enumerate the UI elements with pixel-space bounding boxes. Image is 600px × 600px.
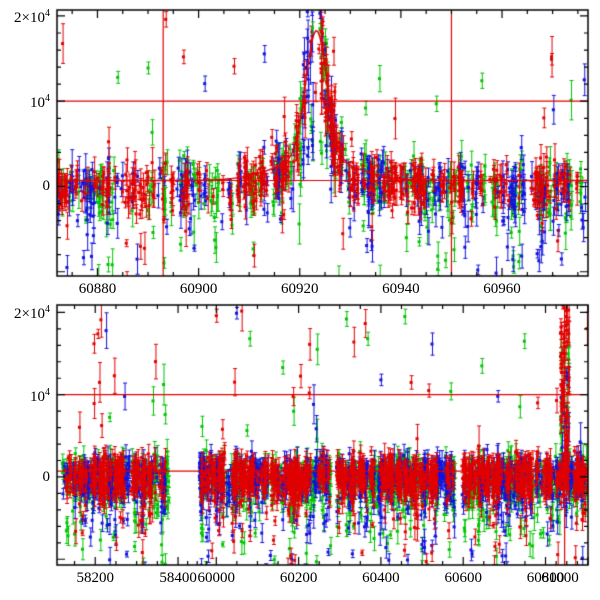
bottom-x-tick-label: 60000 <box>197 570 236 586</box>
bottom-x-tick-label: 58200 <box>76 570 114 586</box>
bottom-x-tick-label: 61000 <box>541 570 579 586</box>
bottom-y-tick-label: 104 <box>30 386 50 405</box>
top-panel: 0 104 2×104 60880 60900 60920 60940 60960 <box>0 0 600 300</box>
top-y-tick-label: 2×104 <box>14 7 50 26</box>
bottom-y-tick-label: 0 <box>42 468 51 485</box>
top-x-tick-label: 60940 <box>382 281 420 297</box>
bottom-x-tick-label: 60600 <box>444 570 482 586</box>
top-x-tick-label: 60880 <box>78 281 117 297</box>
top-panel-canvas <box>0 0 600 300</box>
bottom-x-tick-label: 60400 <box>362 570 400 586</box>
top-y-tick-label: 104 <box>30 93 50 112</box>
top-y-tick-label: 0 <box>42 178 51 195</box>
top-x-tick-label: 60960 <box>483 281 521 297</box>
top-x-tick-label: 60900 <box>179 281 218 297</box>
bottom-panel-canvas <box>0 300 600 600</box>
bottom-x-tick-label: 60800 <box>526 570 565 586</box>
bottom-x-tick-label: 58400 <box>159 570 197 586</box>
bottom-panel: 0 104 2×104 58200 58400 60000 60200 60400 60600 6… <box>0 300 600 600</box>
top-x-tick-label: 60920 <box>280 281 319 297</box>
bottom-x-tick-label: 60200 <box>279 570 318 586</box>
bottom-y-tick-label: 2×104 <box>14 304 50 323</box>
